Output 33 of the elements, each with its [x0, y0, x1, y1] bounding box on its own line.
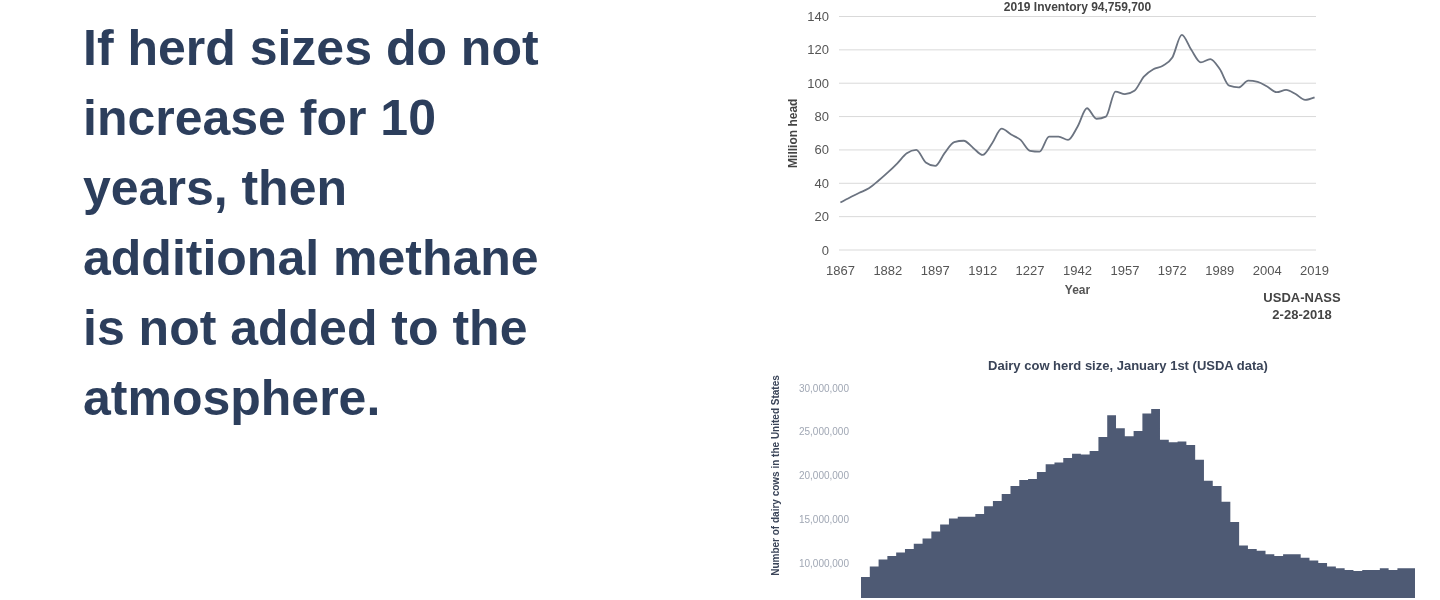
- x-tick-label: 1897: [920, 263, 950, 278]
- x-tick-label: 2019: [1300, 263, 1330, 278]
- text: 2-28-2018: [1272, 307, 1332, 322]
- x-tick-label: 1912: [968, 263, 998, 278]
- y-tick-label: 100: [807, 75, 829, 91]
- x-tick-label: 1972: [1157, 263, 1187, 278]
- y-tick-label: 30,000,000: [798, 382, 850, 394]
- x-tick-label: 1989: [1205, 263, 1235, 278]
- x-tick-label: 2004: [1252, 263, 1282, 278]
- chart-title: Dairy cow herd size, January 1st (USDA data): [988, 358, 1268, 373]
- x-tick-label: 1867: [825, 263, 855, 278]
- text: USDA-NASS: [1263, 290, 1341, 305]
- y-tick-label: 25,000,000: [798, 426, 850, 438]
- y-tick-label: 120: [807, 42, 829, 58]
- y-tick-label: 20,000,000: [798, 470, 850, 481]
- y-axis-title: Million head: [786, 98, 800, 168]
- chart-title: 2019 Inventory 94,759,700: [1003, 0, 1152, 14]
- y-tick-label: 80: [814, 109, 829, 125]
- y-axis-title: Number of dairy cows in the United States: [770, 374, 781, 576]
- y-tick-label: 40: [814, 175, 829, 191]
- text: If herd sizes do not increase for 10 years, then additional methane is not added to the atmosphere.: [83, 20, 539, 426]
- x-tick-label: 1882: [873, 263, 903, 278]
- x-tick-label: 1227: [1015, 263, 1045, 278]
- x-tick-label: 1957: [1110, 263, 1140, 278]
- y-tick-label: 0: [821, 242, 829, 258]
- y-tick-label: 20: [814, 209, 829, 225]
- y-tick-label: 10,000,000: [798, 557, 850, 569]
- x-tick-label: 1942: [1063, 263, 1092, 278]
- y-tick-label: 60: [814, 142, 829, 158]
- y-tick-label: 15,000,000: [798, 513, 850, 525]
- y-tick-label: 140: [807, 9, 829, 25]
- x-axis-title: Year: [1064, 283, 1091, 297]
- line-series: [839, 33, 1316, 204]
